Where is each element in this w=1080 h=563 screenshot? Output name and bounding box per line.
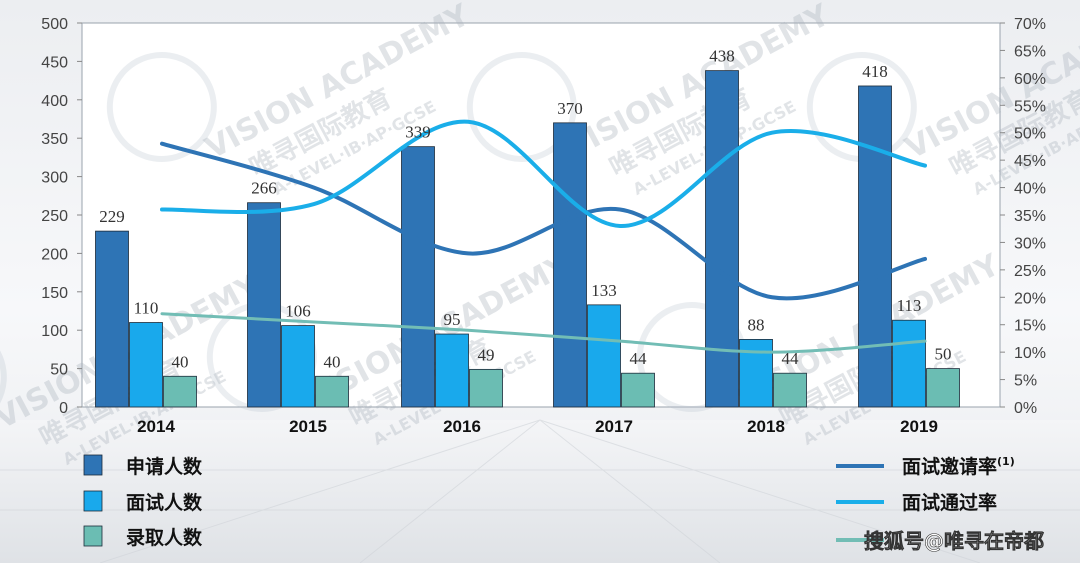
right-tick-label: 25% bbox=[1014, 263, 1046, 280]
left-tick-label: 0 bbox=[59, 400, 68, 417]
background-decoration bbox=[0, 419, 1080, 563]
bar-applicants bbox=[401, 146, 435, 408]
bar-applicants bbox=[705, 70, 739, 408]
bar-data-label: 95 bbox=[444, 310, 461, 329]
right-tick-label: 70% bbox=[1014, 16, 1046, 33]
watermark-logo-ring bbox=[106, 51, 217, 162]
bar-interviewees bbox=[739, 339, 773, 408]
legend-label: 录取人数 bbox=[126, 526, 203, 549]
bar-data-label: 44 bbox=[630, 349, 648, 368]
bar-data-label: 40 bbox=[324, 352, 341, 371]
left-tick-label: 50 bbox=[50, 362, 68, 379]
left-tick-label: 500 bbox=[41, 16, 68, 33]
bar-data-label: 44 bbox=[782, 349, 800, 368]
bar-data-label: 106 bbox=[285, 302, 311, 321]
left-tick-label: 250 bbox=[41, 208, 68, 225]
right-tick-label: 15% bbox=[1014, 318, 1046, 335]
right-tick-label: 40% bbox=[1014, 181, 1046, 198]
bar-interviewees bbox=[281, 325, 315, 408]
bar-data-label: 438 bbox=[709, 47, 735, 66]
right-tick-label: 0% bbox=[1014, 400, 1037, 417]
data-label-group: 229 266 339 370 438 418 110 106 95 133 88 113 40 40 49… bbox=[99, 47, 951, 372]
bar-interviewees bbox=[129, 322, 163, 408]
left-tick-label: 200 bbox=[41, 246, 68, 263]
legend-swatch bbox=[83, 454, 103, 476]
left-tick-label: 100 bbox=[41, 323, 68, 340]
legend-label: 申请人数 bbox=[126, 455, 203, 478]
bar-data-label: 418 bbox=[862, 62, 888, 81]
category-label: 2014 bbox=[137, 417, 175, 436]
left-tick-label: 450 bbox=[41, 54, 68, 71]
bar-interviewees bbox=[435, 333, 469, 408]
category-label: 2017 bbox=[595, 417, 633, 436]
bar-data-label: 266 bbox=[251, 179, 277, 198]
left-tick-label: 300 bbox=[41, 170, 68, 187]
right-axis: 0% 5% 10% 15% 20% 25% 30% 35% 40% 45% 50% 55% 60% 65%… bbox=[1000, 16, 1046, 417]
bar-admitted bbox=[163, 375, 197, 408]
bar-data-label: 50 bbox=[935, 345, 952, 364]
legend-label: 面试通过率 bbox=[902, 491, 997, 514]
bar-data-label: 229 bbox=[99, 207, 125, 226]
bar-admitted bbox=[621, 372, 655, 408]
bar-data-label: 110 bbox=[134, 299, 159, 318]
legend-label: 面试人数 bbox=[126, 491, 203, 514]
bar-data-label: 49 bbox=[478, 345, 495, 364]
bar-applicants bbox=[95, 230, 129, 408]
bar-data-label: 339 bbox=[405, 123, 431, 142]
left-axis: 0 50 100 150 200 250 300 350 400 450 500 bbox=[41, 16, 82, 417]
bar-data-label: 133 bbox=[591, 281, 617, 300]
bar-admitted bbox=[315, 375, 349, 408]
legend-swatch bbox=[83, 490, 103, 512]
category-label: 2019 bbox=[900, 417, 938, 436]
right-tick-label: 10% bbox=[1014, 345, 1046, 362]
legend-label: 面试邀请率(1) bbox=[902, 455, 1015, 478]
right-tick-label: 45% bbox=[1014, 153, 1046, 170]
bar-applicants bbox=[858, 85, 892, 408]
right-tick-label: 30% bbox=[1014, 235, 1046, 252]
category-label: 2018 bbox=[747, 417, 785, 436]
bar-data-label: 113 bbox=[897, 296, 922, 315]
right-tick-label: 5% bbox=[1014, 373, 1037, 390]
bar-admitted bbox=[926, 368, 960, 408]
right-tick-label: 50% bbox=[1014, 126, 1046, 143]
left-tick-label: 400 bbox=[41, 93, 68, 110]
category-label: 2016 bbox=[443, 417, 481, 436]
category-axis: 2014 2015 2016 2017 2018 2019 bbox=[137, 417, 938, 436]
line-series-group bbox=[160, 119, 927, 354]
bar-admitted bbox=[469, 368, 503, 408]
left-tick-label: 150 bbox=[41, 285, 68, 302]
bar-applicants bbox=[553, 122, 587, 408]
line-interview-invite-rate bbox=[160, 141, 927, 301]
legend-swatch bbox=[83, 525, 103, 547]
bar-interviewees bbox=[892, 319, 926, 408]
line-admission-rate bbox=[160, 312, 927, 354]
right-tick-label: 20% bbox=[1014, 290, 1046, 307]
category-label: 2015 bbox=[289, 417, 327, 436]
bar-admitted bbox=[773, 372, 807, 408]
right-tick-label: 35% bbox=[1014, 208, 1046, 225]
bar-data-label: 40 bbox=[172, 352, 189, 371]
bar-applicants bbox=[247, 202, 281, 408]
right-tick-label: 60% bbox=[1014, 71, 1046, 88]
watermark-logo-ring bbox=[466, 51, 577, 162]
bar-data-label: 88 bbox=[748, 315, 765, 334]
right-tick-label: 55% bbox=[1014, 98, 1046, 115]
right-tick-label: 65% bbox=[1014, 43, 1046, 60]
line-interview-pass-rate bbox=[160, 119, 927, 228]
source-credit: 搜狐号@唯寻在帝都 bbox=[864, 529, 1044, 553]
bar-interviewees bbox=[587, 304, 621, 408]
bar-data-label: 370 bbox=[557, 99, 583, 118]
left-tick-label: 350 bbox=[41, 131, 68, 148]
